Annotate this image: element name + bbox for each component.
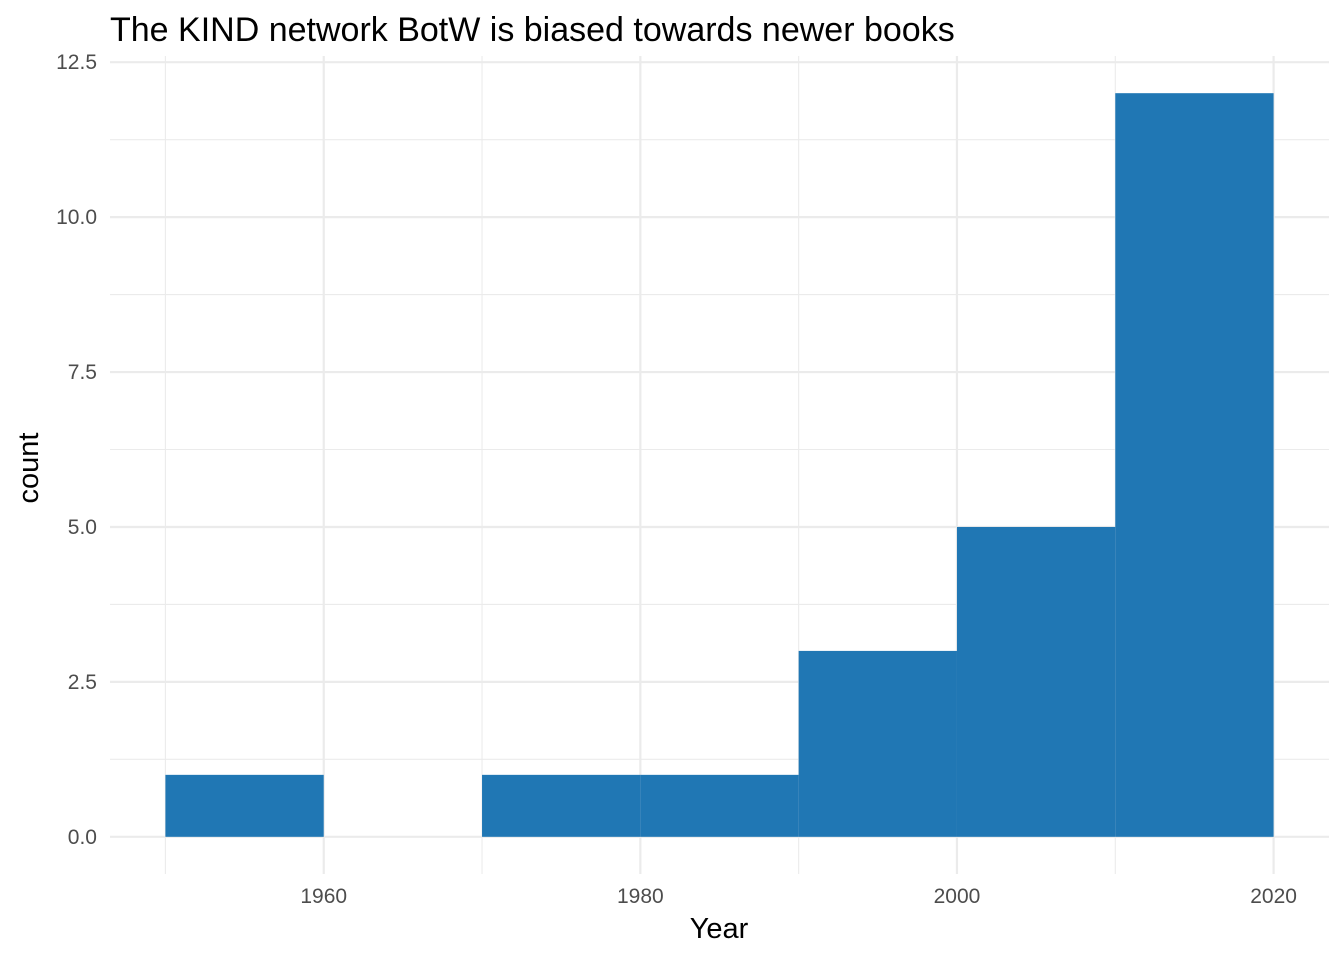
chart-title: The KIND network BotW is biased towards … xyxy=(110,11,955,49)
x-tick-label: 2000 xyxy=(934,885,981,908)
histogram-bar xyxy=(165,774,324,837)
y-tick-label: 10.0 xyxy=(56,206,97,229)
y-tick-label: 0.0 xyxy=(68,826,97,849)
tick-labels: 0.0 2.5 5.0 7.5 10.0 12.5 1960 1980 2000 2020 xyxy=(56,51,1297,908)
y-tick-label: 12.5 xyxy=(56,51,97,74)
y-axis-title: count xyxy=(13,433,45,504)
x-tick-label: 2020 xyxy=(1250,885,1297,908)
y-tick-label: 2.5 xyxy=(68,671,97,694)
y-tick-label: 5.0 xyxy=(68,516,97,539)
histogram-bars xyxy=(165,93,1274,837)
histogram-bar xyxy=(956,526,1116,837)
x-tick-label: 1960 xyxy=(300,885,347,908)
x-axis-title: Year xyxy=(690,913,749,945)
histogram-bar xyxy=(640,774,799,837)
histogram-bar xyxy=(798,650,957,837)
histogram-bar xyxy=(1115,93,1274,837)
y-tick-label: 7.5 xyxy=(68,361,97,384)
x-tick-label: 1980 xyxy=(617,885,664,908)
histogram-bar xyxy=(482,774,641,837)
